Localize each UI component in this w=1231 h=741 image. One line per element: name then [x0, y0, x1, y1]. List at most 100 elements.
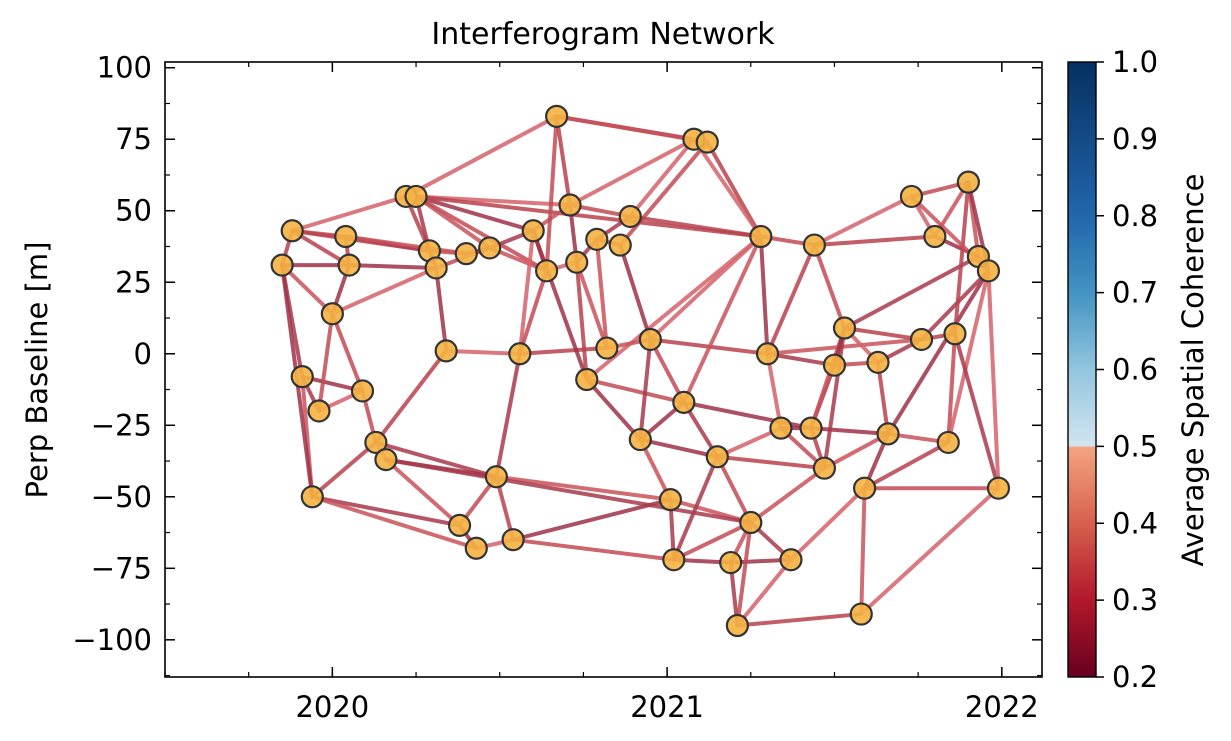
network-edge — [812, 194, 914, 248]
network-edge — [584, 377, 686, 405]
network-edge — [648, 337, 686, 405]
network-edge — [628, 214, 763, 239]
acquisition-node — [618, 204, 642, 229]
y-tick-label: 50 — [115, 194, 152, 228]
network-edge — [517, 228, 536, 356]
colorbar-tick-label: 0.5 — [1112, 429, 1158, 463]
acquisition-node — [849, 602, 873, 626]
network-edge — [648, 234, 763, 342]
node-layer — [270, 104, 1011, 638]
acquisition-node — [769, 416, 793, 440]
y-tick-label: 75 — [115, 122, 152, 156]
y-tick-label: −50 — [91, 480, 152, 514]
network-edge — [494, 474, 673, 502]
network-edge — [681, 400, 814, 431]
network-edge — [531, 228, 589, 382]
acquisition-node — [822, 353, 847, 377]
network-edge — [765, 351, 783, 431]
network-edge — [373, 348, 449, 445]
network-edge — [952, 331, 1001, 491]
acquisition-node — [307, 399, 331, 423]
network-edge — [822, 431, 891, 471]
acquisition-node — [447, 513, 472, 537]
network-edge — [842, 254, 981, 331]
acquisition-node — [558, 193, 582, 217]
network-edge — [434, 265, 449, 353]
edge-layer — [280, 114, 1001, 628]
network-edge — [511, 537, 676, 562]
network-edge — [414, 194, 763, 239]
acquisition-node — [876, 422, 900, 446]
y-axis-ticks: −100 −75 −50 −25 0 25 50 75 100 — [72, 51, 1042, 677]
acquisition-node — [662, 548, 686, 572]
acquisition-node — [799, 416, 823, 440]
acquisition-node — [739, 510, 763, 535]
acquisition-node — [986, 476, 1011, 500]
acquisition-node — [404, 184, 428, 209]
network-edge — [444, 348, 522, 356]
network-edge — [765, 337, 924, 356]
acquisition-node — [464, 536, 488, 560]
network-edge — [758, 234, 770, 356]
network-edge — [373, 440, 499, 479]
network-edge — [347, 263, 439, 270]
network-edge — [691, 137, 763, 239]
acquisition-node — [976, 259, 1001, 283]
y-tick-label: −75 — [91, 551, 152, 585]
acquisition-node — [812, 456, 837, 480]
network-edge — [812, 243, 847, 331]
y-axis-label: Perp Baseline [m] — [20, 242, 54, 499]
acquisition-node — [802, 233, 826, 257]
network-edge — [671, 454, 720, 562]
acquisition-node — [565, 250, 589, 274]
network-edge — [618, 243, 653, 342]
acquisition-node — [638, 327, 662, 352]
network-edge — [809, 426, 891, 436]
acquisition-node — [923, 224, 947, 249]
acquisition-node — [672, 390, 696, 414]
acquisition-node — [585, 227, 609, 251]
acquisition-node — [280, 219, 304, 243]
plot-frame — [164, 61, 1043, 678]
network-edge — [681, 234, 763, 405]
network-edge — [280, 263, 335, 316]
colorbar-tick-label: 0.3 — [1112, 583, 1158, 617]
network-edge — [842, 326, 924, 342]
acquisition-node — [434, 339, 458, 363]
network-edge — [715, 454, 827, 471]
network-edge — [859, 486, 867, 617]
network-edge — [812, 234, 937, 248]
network-edge — [822, 326, 847, 471]
acquisition-node — [424, 256, 448, 280]
network-edge — [330, 265, 439, 316]
acquisition-node — [484, 465, 508, 489]
y-tick-label: 25 — [115, 265, 152, 299]
acquisition-node — [334, 224, 358, 249]
network-edge — [638, 437, 720, 459]
colorbar — [1067, 61, 1097, 678]
x-tick-label: 2020 — [295, 690, 369, 724]
acquisition-node — [899, 184, 924, 209]
network-edge — [554, 114, 710, 145]
acquisition-node — [508, 342, 532, 366]
network-edge — [574, 260, 589, 382]
colorbar-ticks: 0.2 0.3 0.4 0.5 0.6 0.7 0.8 0.9 1.0 — [1096, 45, 1158, 694]
y-tick-label: −100 — [72, 623, 152, 657]
network-edge — [316, 311, 335, 413]
network-edge — [310, 494, 462, 528]
acquisition-node — [779, 548, 803, 572]
network-edge — [594, 237, 609, 351]
network-edge — [735, 612, 864, 628]
network-edge — [715, 454, 753, 525]
network-edge — [671, 520, 753, 562]
acquisition-node — [454, 242, 478, 266]
network-edge — [517, 268, 549, 356]
x-tick-label: 2021 — [630, 690, 704, 724]
acquisition-node — [608, 233, 632, 257]
acquisition-node — [521, 219, 545, 243]
acquisition-node — [350, 379, 375, 403]
network-edge — [310, 440, 378, 499]
network-edge — [875, 360, 891, 436]
network-edge — [886, 268, 991, 436]
network-edge — [310, 494, 479, 551]
